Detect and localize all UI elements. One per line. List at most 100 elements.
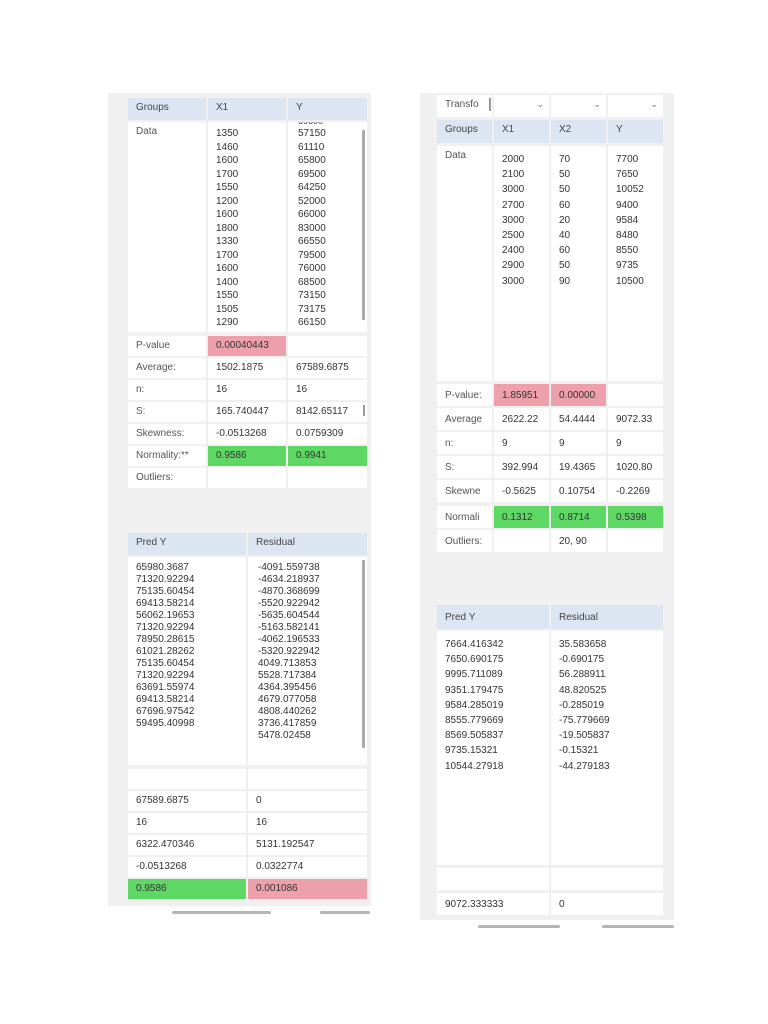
p-value-label: P-value — [128, 336, 206, 356]
groups-header: Groups — [437, 120, 492, 143]
residual-values[interactable]: 35.583658 -0.690175 56.288911 48.820525 … — [551, 631, 663, 865]
residual-average: 0 — [551, 893, 663, 915]
y-n: 9 — [608, 432, 663, 454]
y-skewness: -0.2269 — [608, 480, 663, 502]
y-n: 16 — [288, 380, 367, 400]
x2-skewness: 0.10754 — [551, 480, 606, 502]
y-s: 8142.65117 — [288, 402, 367, 422]
pred-y-values[interactable]: 65980.3687 71320.92294 75135.60454 69413… — [128, 557, 246, 765]
y-normality: 0.9941 — [288, 446, 367, 466]
y-data-textarea[interactable]: 59600 57150 61110 65800 69500 64250 5200… — [288, 122, 367, 332]
data-label: Data — [128, 122, 206, 332]
x2-transform-dropdown[interactable]: ⌄ — [551, 95, 606, 117]
y-normality: 0.5398 — [608, 506, 663, 528]
y-s-overflow-mark — [363, 405, 365, 416]
x2-s: 19.4365 — [551, 456, 606, 478]
x1-column-header: X1 — [494, 120, 549, 143]
y-s: 1020.80 — [608, 456, 663, 478]
residual-header: Residual — [248, 533, 367, 555]
residual-average: 0 — [248, 791, 367, 811]
s-label: S: — [128, 402, 206, 422]
residual-scrollbar[interactable] — [362, 560, 365, 748]
residual-normality: 0.001086 — [248, 879, 367, 899]
pred-skewness: -0.0513268 — [128, 857, 246, 877]
chevron-down-icon: ⌄ — [650, 99, 658, 109]
x2-average: 54.4444 — [551, 408, 606, 430]
y-column-header: Y — [288, 98, 367, 120]
x1-outliers — [208, 468, 286, 488]
pred-blank-row — [128, 769, 246, 789]
transform-separator — [489, 98, 491, 111]
left-horizontal-scrollbar-a[interactable] — [172, 911, 271, 914]
p-value-label: P-value: — [437, 384, 492, 406]
pred-y-values[interactable]: 7664.416342 7650.690175 9995.711089 9351… — [437, 631, 549, 865]
pred-y-header: Pred Y — [437, 605, 549, 629]
y-data-scrollbar[interactable] — [362, 130, 365, 320]
residual-header: Residual — [551, 605, 663, 629]
transform-label: Transfo — [437, 95, 492, 117]
normality-label: Normali — [437, 506, 492, 528]
pred-average: 67589.6875 — [128, 791, 246, 811]
x1-normality: 0.9586 — [208, 446, 286, 466]
n-label: n: — [437, 432, 492, 454]
x1-s: 165.740447 — [208, 402, 286, 422]
y-skewness: 0.0759309 — [288, 424, 367, 444]
pred-average: 9072.333333 — [437, 893, 549, 915]
x1-data-textarea[interactable]: 2000 2100 3000 2700 3000 2500 2400 2900 … — [494, 146, 549, 381]
chevron-down-icon: ⌄ — [593, 99, 601, 109]
pred-blank-row — [437, 868, 549, 890]
y-data-partial-line: 59600 — [298, 122, 323, 127]
data-label: Data — [437, 146, 492, 381]
pred-normality: 0.9586 — [128, 879, 246, 899]
y-p-value — [608, 384, 663, 406]
x2-normality: 0.8714 — [551, 506, 606, 528]
x1-outliers — [494, 530, 549, 552]
pred-n: 16 — [128, 813, 246, 833]
chevron-down-icon: ⌄ — [536, 99, 544, 109]
x1-data-textarea[interactable]: 1350 1460 1600 1700 1550 1200 1600 1800 … — [208, 122, 286, 332]
y-outliers — [288, 468, 367, 488]
x1-average: 2622.22 — [494, 408, 549, 430]
right-horizontal-scrollbar-b[interactable] — [602, 925, 674, 928]
outliers-label: Outliers: — [437, 530, 492, 552]
y-p-value — [288, 336, 367, 356]
normality-label: Normality:** — [128, 446, 206, 466]
pred-s: 6322.470346 — [128, 835, 246, 855]
residual-n: 16 — [248, 813, 367, 833]
y-average: 67589.6875 — [288, 358, 367, 378]
average-label: Average — [437, 408, 492, 430]
x1-normality: 0.1312 — [494, 506, 549, 528]
x2-column-header: X2 — [551, 120, 606, 143]
right-horizontal-scrollbar-a[interactable] — [478, 925, 560, 928]
x1-skewness: -0.5625 — [494, 480, 549, 502]
y-data-textarea[interactable]: 7700 7650 10052 9400 9584 8480 8550 9735… — [608, 146, 663, 381]
x2-data-textarea[interactable]: 70 50 50 60 20 40 60 50 90 — [551, 146, 606, 381]
x1-average: 1502.1875 — [208, 358, 286, 378]
y-column-header: Y — [608, 120, 663, 143]
right-screenshot: Transfo ⌄ ⌄ ⌄ Groups X1 X2 Y Data 2000 2… — [420, 93, 674, 920]
x1-n: 9 — [494, 432, 549, 454]
outliers-label: Outliers: — [128, 468, 206, 488]
residual-skewness: 0.0322774 — [248, 857, 367, 877]
residual-values: -4091.559738 -4634.218937 -4870.368699 -… — [258, 562, 320, 741]
residual-s: 5131.192547 — [248, 835, 367, 855]
groups-header: Groups — [128, 98, 206, 120]
x2-p-value: 0.00000 — [551, 384, 606, 406]
left-horizontal-scrollbar-b[interactable] — [320, 911, 370, 914]
x2-n: 9 — [551, 432, 606, 454]
x2-outliers: 20, 90 — [551, 530, 606, 552]
x1-transform-dropdown[interactable]: ⌄ — [494, 95, 549, 117]
s-label: S: — [437, 456, 492, 478]
y-transform-dropdown[interactable]: ⌄ — [608, 95, 663, 117]
y-average: 9072.33 — [608, 408, 663, 430]
pred-y-header: Pred Y — [128, 533, 246, 555]
y-data-values: 57150 61110 65800 69500 64250 52000 6600… — [298, 128, 326, 328]
residual-values-box[interactable]: -4091.559738 -4634.218937 -4870.368699 -… — [248, 557, 367, 765]
x1-column-header: X1 — [208, 98, 286, 120]
skewness-label: Skewness: — [128, 424, 206, 444]
y-outliers — [608, 530, 663, 552]
x1-p-value: 0.00040443 — [208, 336, 286, 356]
residual-blank-row — [551, 868, 663, 890]
x1-n: 16 — [208, 380, 286, 400]
x1-s: 392.994 — [494, 456, 549, 478]
